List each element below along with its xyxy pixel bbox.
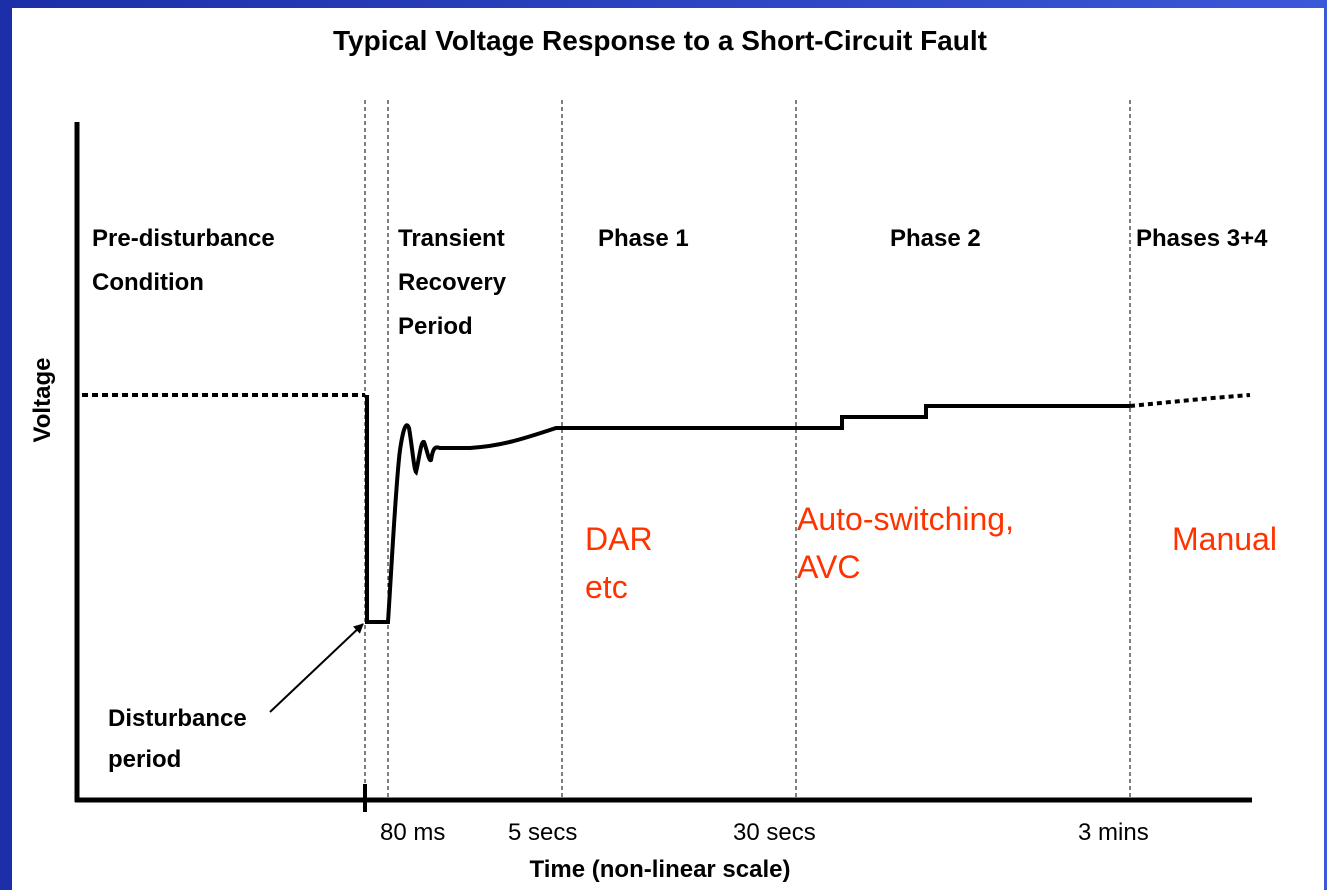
action-label: DAR — [585, 521, 653, 557]
phase-label: Condition — [92, 269, 204, 296]
annotation: period — [108, 746, 181, 773]
x-axis-label: Time (non-linear scale) — [530, 856, 791, 883]
action-label: Manual — [1172, 521, 1277, 557]
annotation: Disturbance — [108, 705, 247, 732]
phase-label: Pre-disturbance — [92, 225, 275, 252]
time-label: 30 secs — [733, 819, 816, 846]
action-label: etc — [585, 569, 628, 605]
phase-label: Phases 3+4 — [1136, 225, 1268, 252]
phase-label: Phase 2 — [890, 225, 981, 252]
phase-label: Transient — [398, 225, 505, 252]
time-label: 3 mins — [1078, 819, 1149, 846]
voltage-curve — [82, 393, 1251, 624]
phase-label: Recovery — [398, 269, 507, 296]
y-axis-label: Voltage — [29, 358, 56, 443]
title: Typical Voltage Response to a Short-Circ… — [333, 25, 987, 56]
phase-label: Phase 1 — [598, 225, 689, 252]
time-label: 5 secs — [508, 819, 577, 846]
axes — [74, 122, 1252, 812]
action-label: AVC — [797, 549, 860, 585]
canvas — [12, 8, 1324, 890]
action-label: Auto-switching, — [797, 501, 1014, 537]
arrow — [269, 623, 364, 713]
phase-label: Period — [398, 313, 473, 340]
time-label: 80 ms — [380, 819, 445, 846]
